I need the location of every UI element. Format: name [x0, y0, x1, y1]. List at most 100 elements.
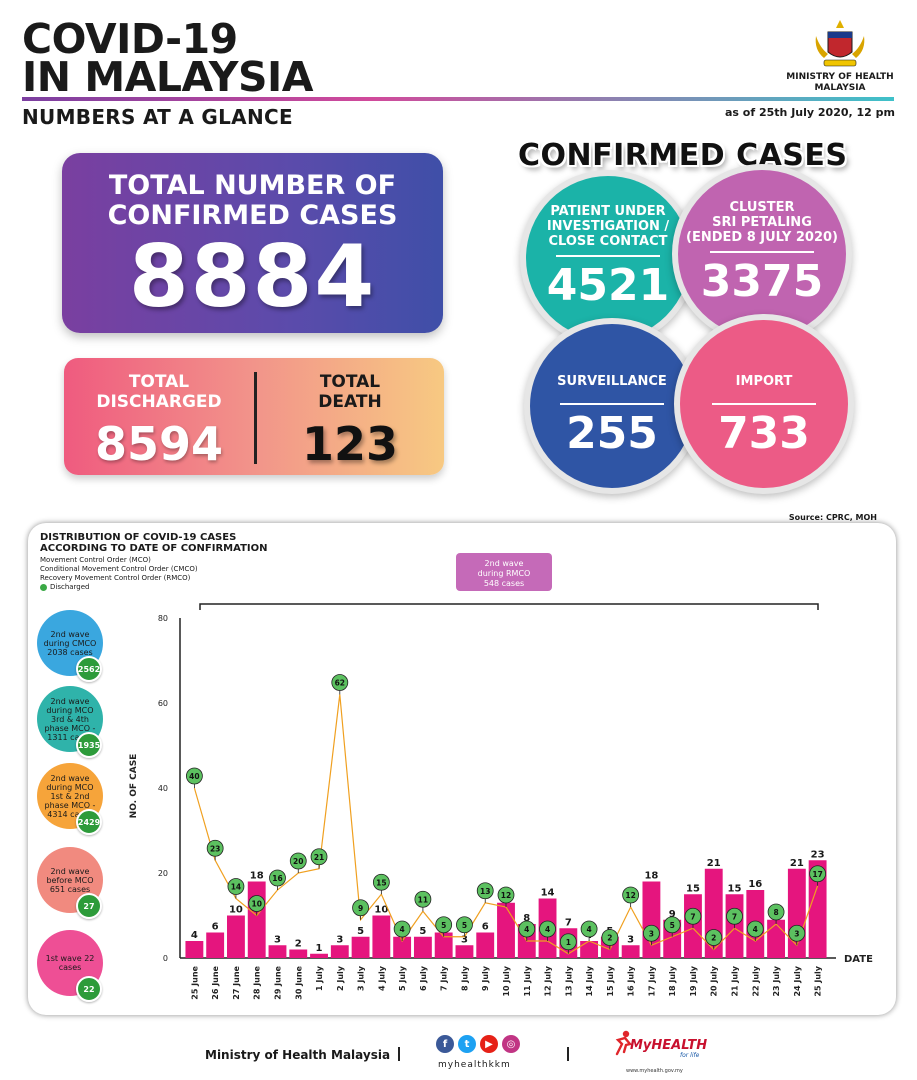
facebook-icon[interactable]: f	[436, 1035, 454, 1053]
rmco-bracket	[199, 603, 819, 610]
legend-rmco: Recovery Movement Control Order (RMCO)	[40, 574, 191, 582]
discharged-point	[622, 886, 640, 904]
bar	[580, 941, 599, 958]
discharged-value-label: 5	[670, 921, 675, 930]
discharged-point	[206, 839, 224, 857]
wave-label: 2nd wave during MCO 3rd & 4th phase MCO …	[44, 696, 96, 742]
bar-value-label: 21	[707, 858, 721, 869]
discharged-value-label: 11	[418, 895, 428, 904]
x-tick-label: 27 June	[232, 965, 241, 999]
header-divider	[22, 97, 894, 101]
bar	[227, 915, 245, 958]
discharged-point	[559, 933, 577, 951]
bar-value-label: 4	[191, 930, 198, 941]
discharged-value-label: 2	[607, 934, 612, 943]
chart-title: DISTRIBUTION OF COVID-19 CASES ACCORDING…	[40, 532, 268, 554]
bar-value-label: 5	[419, 926, 426, 937]
bar-value-label: 2	[295, 939, 302, 950]
x-tick-label: 22 July	[751, 965, 760, 996]
discharged-point	[414, 890, 432, 908]
bar	[372, 915, 391, 958]
bar-value-label: 15	[728, 883, 742, 894]
bar-value-label: 3	[461, 934, 468, 945]
discharged-point	[331, 674, 349, 691]
discharged-value-label: 4	[545, 925, 550, 934]
x-tick-label: 4 July	[377, 965, 386, 991]
card-divider	[254, 372, 257, 464]
x-tick-label: 15 July	[606, 965, 615, 996]
discharged-value-label: 4	[753, 925, 758, 934]
x-tick-label: 10 July	[502, 965, 511, 996]
bar	[247, 881, 266, 958]
runner-icon	[615, 1030, 633, 1056]
discharged-value-label: 5	[462, 921, 467, 930]
discharged-value-label: 1	[566, 938, 571, 947]
page-subtitle: NUMBERS AT A GLANCE	[22, 105, 293, 129]
page-title: COVID-19 IN MALAYSIA	[22, 19, 314, 98]
ministry-logo: MINISTRY OF HEALTH MALAYSIA	[785, 18, 895, 94]
discharged-value-label: 10	[251, 900, 261, 909]
discharged-point	[269, 869, 286, 887]
discharged-value-label: 20	[293, 857, 303, 866]
discharged-point	[643, 924, 660, 942]
bar-value-label: 8	[523, 913, 530, 924]
discharged-swatch-icon	[40, 584, 47, 591]
bar-value-label: 6	[482, 922, 489, 933]
bar	[642, 881, 661, 958]
youtube-icon[interactable]: ▶	[480, 1035, 498, 1053]
y-tick-label: 0	[163, 954, 168, 963]
discharged-value-label: 3	[794, 929, 799, 938]
legend-discharged: Discharged	[40, 583, 198, 592]
wave-discharged-badge: 27	[76, 893, 102, 919]
discharged-value-label: 13	[480, 887, 490, 896]
discharged-point	[310, 848, 328, 866]
discharged-point	[435, 916, 453, 934]
discharged-point	[248, 895, 266, 912]
discharged-point	[684, 907, 702, 925]
cluster-circle: CLUSTER SRI PETALING (ENDED 8 JULY 2020)…	[672, 164, 852, 344]
bar-value-label: 21	[790, 858, 804, 869]
discharged-point	[185, 767, 203, 785]
x-tick-label: 16 July	[627, 965, 636, 996]
x-tick-label: 17 July	[647, 965, 656, 996]
discharged-value: 8594	[94, 417, 224, 471]
legend-cmco: Conditional Movement Control Order (CMCO…	[40, 565, 198, 573]
bar-value-label: 10	[374, 905, 388, 916]
wave-discharged-badge: 2429	[76, 809, 102, 835]
y-tick-label: 60	[158, 699, 168, 708]
surveillance-divider	[560, 403, 664, 405]
import-value: 733	[718, 408, 810, 459]
import-label: IMPORT	[735, 374, 793, 389]
pui-label: PATIENT UNDER INVESTIGATION / CLOSE CONT…	[546, 204, 670, 249]
footer-separator	[398, 1047, 400, 1061]
discharged-point	[705, 929, 723, 946]
wave-label: 2nd wave before MCO 651 cases	[46, 866, 94, 894]
x-tick-label: 12 July	[544, 965, 553, 996]
bar-value-label: 5	[357, 926, 364, 937]
x-tick-label: 18 July	[668, 965, 677, 996]
bar-value-label: 15	[686, 883, 700, 894]
discharged-value-label: 23	[210, 844, 220, 853]
bar	[330, 945, 349, 958]
social-handle[interactable]: myhealthkkm	[438, 1060, 511, 1070]
wave-circle: 2nd wave during MCO 1st & 2nd phase MCO …	[37, 763, 103, 829]
twitter-icon[interactable]: t	[458, 1035, 476, 1053]
instagram-icon[interactable]: ◎	[502, 1035, 520, 1053]
discharged-label: TOTAL DISCHARGED	[96, 372, 222, 412]
x-tick-label: 14 July	[585, 965, 594, 996]
y-axis-label: NO. OF CASE	[129, 754, 139, 819]
discharged-value-label: 9	[358, 904, 363, 913]
discharged-value-label: 62	[335, 679, 345, 688]
bar	[268, 945, 287, 958]
import-divider	[712, 403, 816, 405]
brand-url[interactable]: www.myhealth.gov.my	[626, 1068, 683, 1074]
x-tick-label: 25 June	[190, 965, 199, 999]
x-tick-label: 1 July	[315, 965, 324, 991]
discharged-point	[352, 899, 369, 917]
x-tick-label: 26 June	[211, 965, 220, 999]
discharged-point	[227, 878, 245, 895]
rmco-tag: 2nd wave during RMCO 548 cases	[456, 553, 552, 591]
y-tick-label: 80	[158, 614, 168, 623]
chart-legend: Movement Control Order (MCO) Conditional…	[40, 556, 198, 592]
